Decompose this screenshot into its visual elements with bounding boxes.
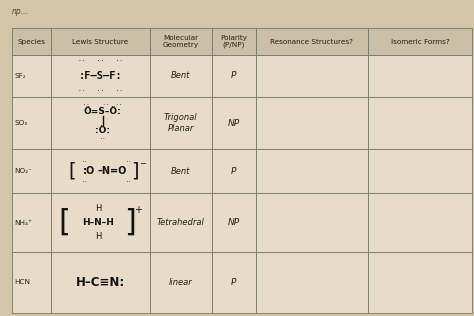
Bar (255, 149, 368, 193)
Bar (212, 193, 255, 252)
Text: [: [ (59, 208, 71, 237)
Bar (12, 97, 51, 149)
Text: H–N–H: H–N–H (82, 218, 114, 227)
Text: Polarity
(P/NP): Polarity (P/NP) (220, 35, 247, 48)
Bar (255, 97, 368, 149)
Bar (212, 149, 255, 193)
Text: ··   ··   ··: ·· ·· ·· (78, 58, 123, 63)
Bar (150, 193, 212, 252)
Bar (12, 252, 51, 313)
Bar (255, 252, 368, 313)
Text: –N=O: –N=O (98, 166, 127, 176)
Text: np...: np... (12, 7, 29, 15)
Text: ··    ··  ··: ·· ·· ·· (83, 102, 122, 107)
Bar (51, 193, 150, 252)
Bar (51, 149, 150, 193)
Text: P: P (231, 278, 237, 287)
Bar (368, 28, 472, 55)
Text: :F–S–F:: :F–S–F: (79, 71, 122, 81)
Bar (212, 55, 255, 97)
Bar (12, 28, 51, 55)
Text: Resonance Structures?: Resonance Structures? (270, 39, 353, 45)
Text: H: H (95, 204, 101, 213)
Text: P: P (231, 167, 237, 176)
Bar (255, 28, 368, 55)
Text: −: − (139, 159, 146, 168)
Text: ··: ·· (126, 159, 132, 164)
Text: SO₃: SO₃ (14, 120, 27, 126)
Bar (51, 97, 150, 149)
Bar (51, 55, 150, 97)
Bar (12, 149, 51, 193)
Text: ]: ] (124, 208, 136, 237)
Text: ··: ·· (126, 179, 132, 184)
Bar (368, 97, 472, 149)
Bar (212, 97, 255, 149)
Bar (51, 28, 150, 55)
Bar (12, 55, 51, 97)
Text: ··: ·· (100, 136, 106, 141)
Text: +: + (134, 205, 142, 215)
Text: H–C≡N:: H–C≡N: (76, 276, 125, 289)
Text: Isomeric Forms?: Isomeric Forms? (391, 39, 449, 45)
Bar (150, 149, 212, 193)
Bar (368, 193, 472, 252)
Bar (150, 55, 212, 97)
Text: :Ö:: :Ö: (95, 126, 110, 135)
Bar (150, 97, 212, 149)
Bar (212, 252, 255, 313)
Bar (368, 149, 472, 193)
Bar (368, 55, 472, 97)
Text: Bent: Bent (171, 71, 191, 80)
Text: Lewis Structure: Lewis Structure (72, 39, 128, 45)
Bar (12, 193, 51, 252)
Text: Molecular
Geometry: Molecular Geometry (163, 35, 199, 48)
Bar (368, 252, 472, 313)
Text: NH₄⁺: NH₄⁺ (14, 220, 32, 226)
Bar (255, 193, 368, 252)
Text: H: H (95, 232, 101, 241)
Bar (212, 28, 255, 55)
Bar (255, 55, 368, 97)
Text: linear: linear (169, 278, 193, 287)
Bar (51, 252, 150, 313)
Text: Tetrahedral: Tetrahedral (157, 218, 205, 227)
Text: NP: NP (228, 118, 240, 127)
Bar (150, 28, 212, 55)
Text: ··   ··   ··: ·· ·· ·· (78, 88, 123, 93)
Text: ]: ] (131, 162, 139, 181)
Text: HCN: HCN (14, 279, 30, 285)
Text: NO₂⁻: NO₂⁻ (14, 168, 32, 174)
Text: ··: ·· (82, 179, 89, 184)
Text: SF₂: SF₂ (14, 73, 26, 79)
Bar (150, 252, 212, 313)
Text: NP: NP (228, 218, 240, 227)
Text: Bent: Bent (171, 167, 191, 176)
Text: P: P (231, 71, 237, 80)
Text: Ö=S–Ö:: Ö=S–Ö: (84, 107, 122, 116)
Text: [: [ (68, 162, 76, 181)
Text: ··: ·· (82, 159, 89, 164)
Text: Trigonal
Planar: Trigonal Planar (164, 113, 198, 133)
Text: Species: Species (18, 39, 46, 45)
Text: :O: :O (82, 166, 95, 176)
